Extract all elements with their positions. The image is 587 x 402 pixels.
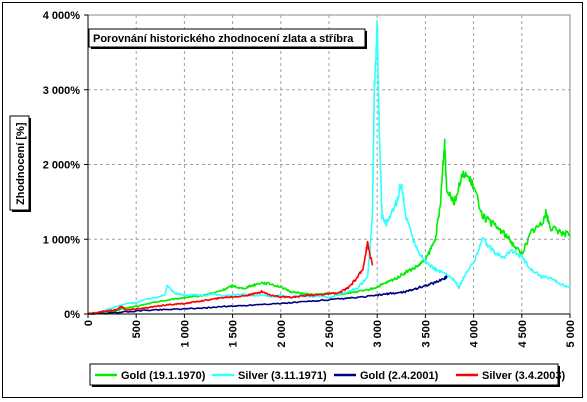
y-ticks: 0% 1 000% 2 000% 3 000% 4 000% (43, 10, 88, 321)
x-tick-label: 2 500 (324, 320, 336, 348)
grid (88, 15, 570, 314)
series-line-3 (87, 275, 448, 315)
x-ticks: 0 500 1 000 1 500 2 000 2 500 3 000 3 500 4 000 4… (83, 314, 577, 348)
y-axis-label-box: Zhodnocení [%] (9, 115, 31, 212)
y-tick-label: 2 000% (43, 160, 81, 172)
x-tick-label: 500 (131, 320, 143, 338)
legend-label: Silver (3.11.1971) (238, 370, 327, 382)
x-tick-label: 3 000 (372, 320, 384, 348)
legend: Gold (19.1.1970) Silver (3.11.1971) Gold (… (89, 363, 566, 387)
x-tick-label: 4 000 (469, 320, 481, 348)
x-tick-label: 5 000 (565, 320, 577, 348)
y-tick-label: 4 000% (43, 10, 81, 22)
chart-title: Porovnání historického zhodnocení zlata … (93, 33, 354, 45)
legend-label: Gold (19.1.1970) (121, 370, 206, 382)
y-tick-label: 3 000% (43, 85, 81, 97)
x-tick-label: 1 500 (228, 320, 240, 348)
y-axis-label: Zhodnocení [%] (15, 122, 27, 205)
legend-label: Silver (3.4.2003) (482, 370, 566, 382)
y-tick-label: 0% (64, 309, 80, 321)
series-line-4 (87, 240, 374, 315)
series-lines (87, 20, 571, 315)
series-line-1 (88, 138, 571, 315)
x-tick-label: 3 500 (420, 320, 432, 348)
x-tick-label: 4 500 (517, 320, 529, 348)
series-line-2 (87, 20, 571, 315)
x-tick-label: 0 (83, 320, 95, 326)
x-tick-label: 2 000 (276, 320, 288, 348)
x-tick-label: 1 000 (179, 320, 191, 348)
chart-title-box: Porovnání historického zhodnocení zlata … (88, 28, 367, 49)
legend-label: Gold (2.4.2001) (360, 370, 439, 382)
y-tick-label: 1 000% (43, 234, 81, 246)
